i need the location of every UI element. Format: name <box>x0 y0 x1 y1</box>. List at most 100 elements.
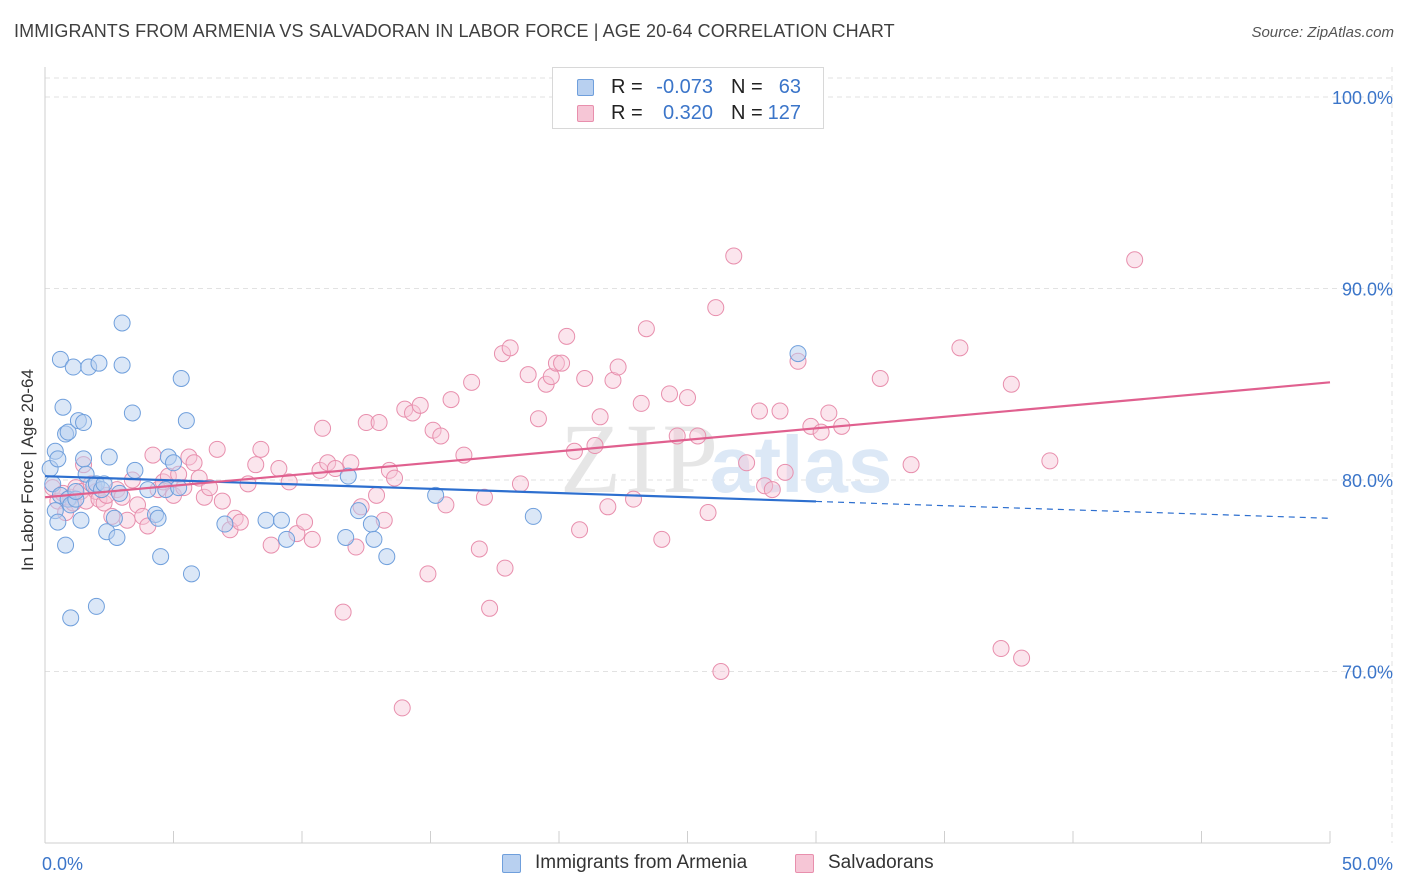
data-point-salvadorans <box>771 402 789 420</box>
data-point-salvadorans <box>558 327 576 345</box>
chart-title: IMMIGRANTS FROM ARMENIA VS SALVADORAN IN… <box>14 21 895 41</box>
data-point-armenia <box>49 513 67 531</box>
y-tick-label: 90.0% <box>1342 280 1393 300</box>
legend-n-value: 63 <box>778 76 801 98</box>
data-point-armenia <box>108 528 126 546</box>
data-point-salvadorans <box>637 320 655 338</box>
data-point-salvadorans <box>252 440 270 458</box>
data-point-salvadorans <box>951 339 969 357</box>
x-tick-label-max: 50.0% <box>1342 854 1393 874</box>
data-point-armenia <box>339 467 357 485</box>
data-point-armenia <box>57 536 75 554</box>
data-point-armenia <box>177 412 195 430</box>
data-point-armenia <box>75 414 93 432</box>
data-point-armenia <box>365 530 383 548</box>
data-point-salvadorans <box>750 402 768 420</box>
data-point-salvadorans <box>511 475 529 493</box>
data-point-salvadorans <box>591 408 609 426</box>
data-point-salvadorans <box>185 454 203 472</box>
data-point-salvadorans <box>604 371 622 389</box>
data-point-salvadorans <box>571 521 589 539</box>
y-tick-label: 100.0% <box>1332 88 1393 108</box>
axis-layer <box>44 67 1331 844</box>
data-point-salvadorans <box>370 414 388 432</box>
data-point-armenia <box>54 398 72 416</box>
y-axis-label: In Labor Force | Age 20-64 <box>18 369 37 571</box>
legend-r-label: R = <box>611 102 643 124</box>
legend-row-armenia: R = -0.073 N = 63 <box>553 76 823 102</box>
data-point-salvadorans <box>625 490 643 508</box>
data-point-salvadorans <box>442 391 460 409</box>
legend-label-salvadorans: Salvadorans <box>828 852 934 873</box>
data-point-armenia <box>149 509 167 527</box>
data-point-salvadorans <box>386 469 404 487</box>
data-point-salvadorans <box>144 446 162 464</box>
data-point-salvadorans <box>661 385 679 403</box>
data-point-salvadorans <box>529 410 547 428</box>
legend-r-value: -0.073 <box>656 76 713 98</box>
trend-lines <box>44 381 1331 519</box>
data-point-salvadorans <box>419 565 437 583</box>
data-point-salvadorans <box>992 640 1010 658</box>
data-point-salvadorans <box>609 358 627 376</box>
data-point-armenia <box>113 314 131 332</box>
legend-item-armenia: Immigrants from Armenia <box>502 851 782 879</box>
data-point-armenia <box>67 482 85 500</box>
legend-swatch-blue <box>502 854 521 873</box>
data-point-salvadorans <box>1013 649 1031 667</box>
data-point-armenia <box>165 454 182 472</box>
legend-n-value: 127 <box>767 102 801 124</box>
tick-labels: 70.0% 80.0% 90.0% 100.0% 0.0% 50.0% <box>42 88 1393 874</box>
data-point-salvadorans <box>632 394 650 412</box>
data-point-armenia <box>789 345 807 363</box>
grid-layer <box>45 67 1393 843</box>
x-tick-label-min: 0.0% <box>42 854 83 874</box>
data-point-armenia <box>113 356 131 374</box>
data-point-salvadorans <box>599 498 617 516</box>
correlation-legend: R = -0.073 N = 63 R = 0.320 N = 127 <box>552 67 824 129</box>
data-point-salvadorans <box>195 488 213 506</box>
legend-swatch-blue <box>577 79 594 96</box>
legend-r-value: 0.320 <box>662 102 713 124</box>
legend-r-label: R = <box>611 76 643 98</box>
trend-line-armenia <box>44 475 817 503</box>
data-point-armenia <box>350 502 368 520</box>
data-point-salvadorans <box>280 473 298 491</box>
data-point-salvadorans <box>262 536 280 554</box>
data-point-armenia <box>172 370 190 388</box>
data-point-armenia <box>362 515 380 533</box>
data-point-salvadorans <box>481 599 499 617</box>
data-point-salvadorans <box>547 354 565 372</box>
data-point-armenia <box>272 511 290 529</box>
data-point-armenia <box>216 515 234 533</box>
data-point-salvadorans <box>542 368 560 386</box>
data-point-armenia <box>427 486 445 504</box>
trend-line-armenia-extension <box>815 500 1331 519</box>
data-point-salvadorans <box>231 513 249 531</box>
data-point-salvadorans <box>699 504 717 522</box>
data-point-salvadorans <box>776 463 794 481</box>
data-point-armenia <box>170 479 188 497</box>
watermark-atlas: atlas <box>710 420 892 509</box>
data-point-salvadorans <box>213 492 231 510</box>
data-point-salvadorans <box>270 460 288 478</box>
data-point-armenia <box>337 528 355 546</box>
data-point-salvadorans <box>712 663 730 680</box>
data-point-armenia <box>278 530 296 548</box>
data-point-armenia <box>90 354 108 372</box>
data-point-armenia <box>182 565 200 583</box>
data-point-armenia <box>524 507 542 525</box>
data-point-salvadorans <box>653 530 671 548</box>
legend-swatch-pink <box>795 854 814 873</box>
data-point-salvadorans <box>1002 375 1020 393</box>
data-point-salvadorans <box>208 440 226 458</box>
data-point-armenia <box>152 548 170 566</box>
data-point-armenia <box>105 509 123 527</box>
data-point-salvadorans <box>334 603 352 621</box>
legend-n-label: N = <box>731 102 763 124</box>
data-point-armenia <box>100 448 118 466</box>
data-point-salvadorans <box>314 419 332 437</box>
data-point-salvadorans <box>553 354 571 372</box>
data-point-salvadorans <box>475 488 493 506</box>
